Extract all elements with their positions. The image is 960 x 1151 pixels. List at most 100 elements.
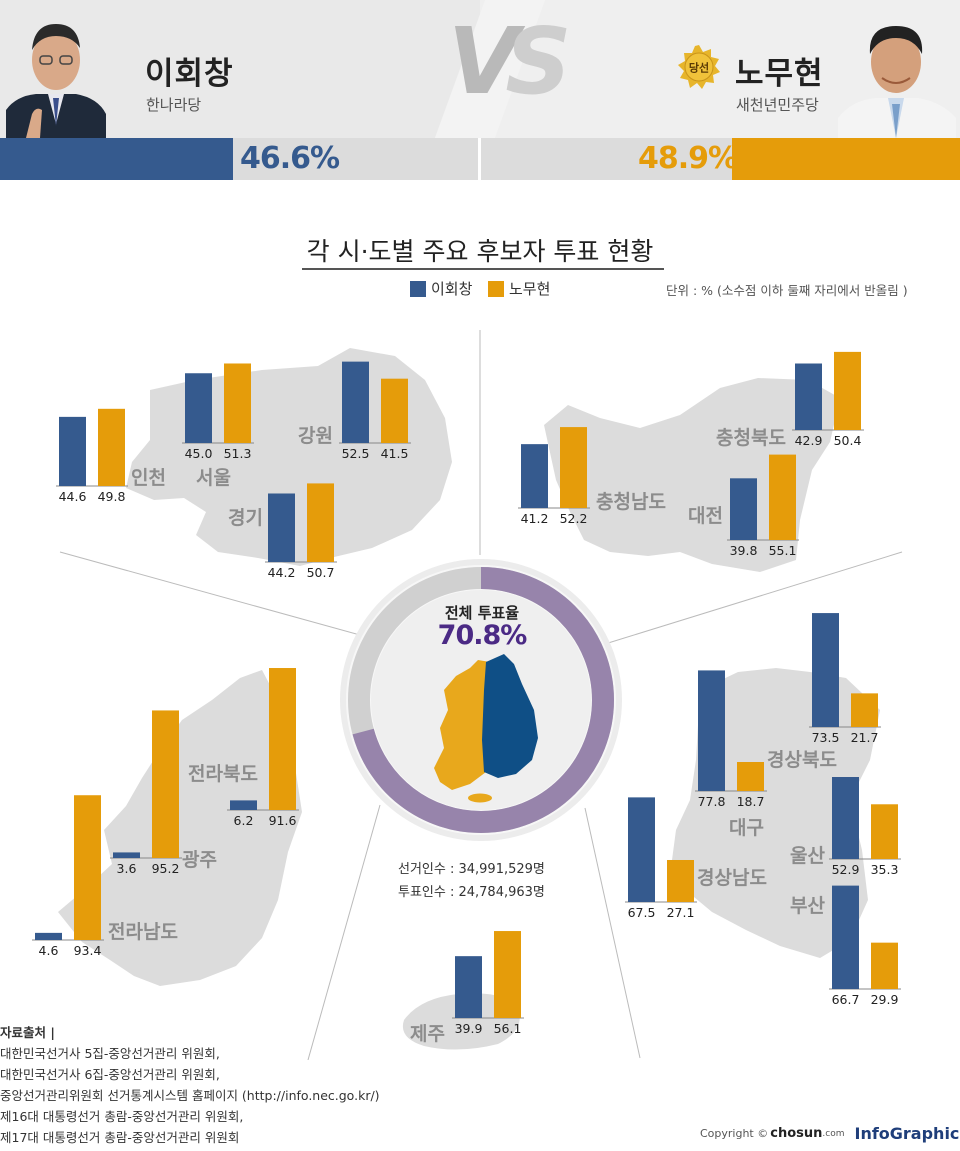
source-line: 제17대 대통령선거 총람-중앙선거관리 위원회 — [0, 1130, 240, 1145]
legend-item-left: 이회창 — [410, 278, 472, 299]
source-line: 제16대 대통령선거 총람-중앙선거관리 위원회, — [0, 1109, 244, 1124]
bar-value-label: 55.1 — [769, 543, 797, 558]
bar-lee — [230, 800, 257, 810]
region-label: 부산 — [790, 895, 825, 917]
legend-label-right: 노무현 — [509, 280, 551, 298]
candidate-right-percent: 48.9% — [638, 141, 738, 176]
candidate-left-party: 한나라당 — [146, 96, 202, 114]
region-label: 대전 — [688, 505, 723, 527]
bar-lee — [698, 670, 725, 791]
bar-value-label: 4.6 — [39, 943, 59, 958]
bar-lee — [832, 777, 859, 859]
region-label: 전라남도 — [108, 921, 178, 943]
brand-name: chosun — [770, 1126, 823, 1141]
title-underline — [302, 268, 664, 270]
bar-value-label: 52.5 — [342, 446, 370, 461]
region-label: 강원 — [298, 425, 333, 447]
turnout-percent: 70.8% — [437, 620, 528, 651]
bar-lee — [730, 478, 757, 540]
region-group-8: 광주 3.6 95.2 — [110, 710, 217, 876]
vs-mark: VS — [448, 8, 572, 115]
infographics-logo: InfoGraphics — [854, 1124, 960, 1143]
vs-letter-v: V — [448, 8, 519, 115]
header: 이회창 한나라당 VS 당선 노무현 새천년민주당 — [0, 0, 960, 138]
bar-lee — [113, 852, 140, 858]
region-label: 충청남도 — [596, 491, 666, 513]
region-group-15: 부산 66.7 29.9 — [790, 885, 901, 1007]
bar-value-label: 93.4 — [74, 943, 102, 958]
region-label: 전라북도 — [188, 763, 258, 785]
legend-item-right: 노무현 — [488, 278, 550, 299]
bar-value-label: 29.9 — [871, 992, 899, 1007]
winner-badge-label: 당선 — [689, 61, 709, 75]
region-label: 서울 — [196, 467, 231, 489]
bar-value-label: 52.2 — [560, 511, 588, 526]
bar-roh — [737, 762, 764, 791]
bar-lee — [268, 493, 295, 562]
source-line: 중앙선거관리위원회 선거통계시스템 홈페이지 (http://info.nec.… — [0, 1088, 380, 1103]
bar-roh — [269, 668, 296, 810]
legend-swatch-left — [410, 280, 426, 297]
bar-roh — [851, 693, 878, 727]
bar-roh — [494, 931, 521, 1018]
region-group-14: 울산 52.9 35.3 — [790, 777, 901, 877]
vote-share-left-fill — [0, 138, 233, 180]
source-line: 대한민국선거사 5집-중앙선거관리 위원회, — [0, 1046, 220, 1061]
source-heading: 자료출처 | — [0, 1025, 55, 1040]
bar-value-label: 50.7 — [307, 565, 335, 580]
bar-value-label: 21.7 — [851, 730, 879, 745]
jeju-map — [402, 993, 520, 1050]
source-line: 대한민국선거사 6집-중앙선거관리 위원회, — [0, 1067, 220, 1082]
vote-share-bar: 46.6% 48.9% — [0, 138, 960, 180]
region-label: 충청북도 — [716, 427, 786, 449]
bar-value-label: 67.5 — [628, 905, 656, 920]
bar-value-label: 49.8 — [98, 489, 126, 504]
chart-title: 각 시·도별 주요 후보자 투표 현황 — [306, 237, 654, 266]
candidate-left-percent: 46.6% — [240, 141, 340, 176]
unit-note: 단위 : % (소수점 이하 둘째 자리에서 반올림 ) — [666, 283, 908, 298]
bar-lee — [832, 885, 859, 989]
region-group-13: 경상남도 67.5 27.1 — [625, 797, 767, 920]
region-label: 경기 — [228, 507, 263, 529]
bar-roh — [834, 351, 861, 430]
region-label: 광주 — [182, 849, 217, 871]
bar-lee — [628, 797, 655, 902]
region-label: 대구 — [729, 817, 764, 839]
bar-value-label: 39.8 — [730, 543, 758, 558]
bar-lee — [342, 361, 369, 443]
bar-value-label: 41.2 — [521, 511, 549, 526]
divider-line — [584, 807, 641, 1059]
bar-roh — [381, 378, 408, 443]
vs-letter-s: S — [505, 8, 571, 115]
chungcheong-map — [544, 378, 840, 572]
regional-bar-chart: 인천 44.6 49.8 서울 45.0 51.3 강원 52.5 41.5 경기 44.2 50.7… — [32, 330, 903, 1060]
bar-roh — [74, 795, 101, 940]
bar-lee — [185, 373, 212, 443]
korea-mini-map — [434, 654, 538, 803]
region-group-1: 서울 45.0 51.3 — [182, 363, 254, 489]
bar-roh — [769, 454, 796, 540]
region-group-11: 경상북도 73.5 21.7 — [767, 613, 881, 771]
region-group-2: 강원 52.5 41.5 — [298, 361, 411, 461]
legend-label-left: 이회창 — [431, 280, 473, 298]
bar-value-label: 41.5 — [381, 446, 409, 461]
bar-value-label: 44.6 — [59, 489, 87, 504]
bar-roh — [152, 710, 179, 858]
voters-count: 선거인수 : 34,991,529명 — [398, 862, 545, 877]
bar-value-label: 27.1 — [667, 905, 695, 920]
bar-roh — [307, 483, 334, 562]
candidate-right-party: 새천년민주당 — [736, 96, 819, 114]
candidate-right-photo — [838, 26, 956, 138]
region-label: 울산 — [790, 845, 825, 867]
winner-badge-icon: 당선 — [678, 45, 720, 89]
region-group-9: 전라남도 4.6 93.4 — [32, 795, 178, 958]
bar-value-label: 44.2 — [268, 565, 296, 580]
bar-value-label: 77.8 — [698, 794, 726, 809]
copyright-text: Copyright © — [700, 1127, 769, 1140]
bar-roh — [224, 363, 251, 443]
bar-lee — [795, 363, 822, 430]
bar-value-label: 66.7 — [832, 992, 860, 1007]
region-label: 경상북도 — [767, 749, 837, 771]
bar-value-label: 95.2 — [152, 861, 180, 876]
